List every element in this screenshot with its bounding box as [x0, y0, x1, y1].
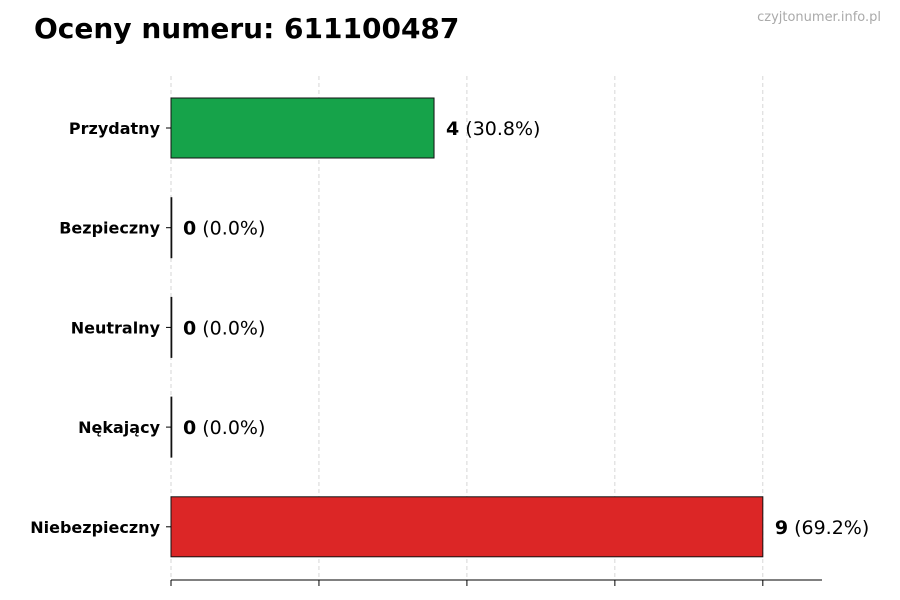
data-label-value: 0: [183, 218, 196, 240]
y-tick-label: Przydatny: [69, 119, 161, 138]
bar: [170, 496, 764, 558]
data-label-value: 0: [183, 317, 196, 339]
bar: [170, 97, 435, 159]
data-label-value: 0: [183, 417, 196, 439]
data-label-value: 9: [775, 517, 788, 539]
data-label-percent: (0.0%): [196, 417, 265, 439]
data-label: 0 (0.0%): [183, 317, 265, 339]
y-tick-label: Bezpieczny: [59, 219, 160, 238]
data-label-percent: (30.8%): [459, 118, 540, 140]
watermark: czyjtonumer.info.pl: [757, 10, 881, 25]
bar: [170, 296, 173, 358]
data-label-value: 4: [446, 118, 459, 140]
y-tick-label: Niebezpieczny: [30, 518, 160, 537]
y-tick-label: Nękający: [78, 418, 160, 437]
data-label: 0 (0.0%): [183, 417, 265, 439]
data-label-percent: (0.0%): [196, 317, 265, 339]
chart-title: Oceny numeru: 611100487: [34, 12, 460, 45]
data-label: 9 (69.2%): [775, 517, 869, 539]
data-label: 0 (0.0%): [183, 218, 265, 240]
data-label: 4 (30.8%): [446, 118, 540, 140]
y-tick-label: Neutralny: [71, 318, 161, 337]
data-label-percent: (0.0%): [196, 218, 265, 240]
data-label-percent: (69.2%): [788, 517, 869, 539]
bar: [170, 396, 173, 458]
bar: [170, 197, 173, 259]
